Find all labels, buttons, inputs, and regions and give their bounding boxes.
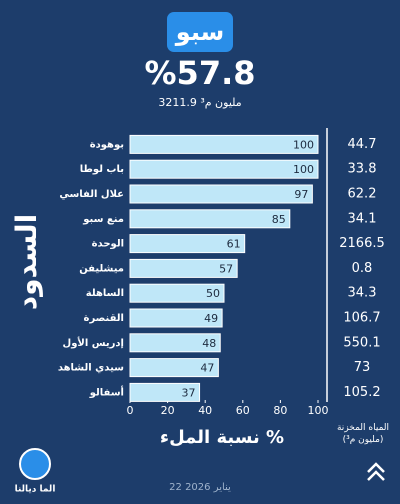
category-label: منع سبو <box>82 214 124 225</box>
category-label: سيدي الشاهد <box>58 363 124 374</box>
arrow-icon <box>367 462 385 481</box>
category-label: بوهودة <box>90 139 124 150</box>
storage-value: 105.2 <box>343 385 380 400</box>
category-label: الساهلة <box>86 288 124 299</box>
category-label: إدريس الأول <box>63 336 124 349</box>
data-label: 48 <box>202 337 216 350</box>
title-box <box>167 12 233 52</box>
data-label: 61 <box>227 238 241 251</box>
category-label: باب لوطا <box>80 164 124 175</box>
storage-value: 34.1 <box>348 211 377 226</box>
bar <box>129 382 201 402</box>
date: 22 يناير 2026 <box>169 482 231 493</box>
data-label: 85 <box>272 213 286 226</box>
x-tick-label: 80 <box>273 404 287 417</box>
storage-value: 2166.5 <box>339 236 385 251</box>
bar <box>129 209 291 229</box>
category-label: ميشليفن <box>79 263 124 274</box>
subtitle: 3211.9 مليون م³ <box>158 96 241 109</box>
bar <box>129 258 238 278</box>
storage-value: 106.7 <box>343 311 380 326</box>
chart-title: سبو <box>175 18 224 46</box>
bar <box>129 159 319 179</box>
bar <box>129 134 319 154</box>
data-label: 50 <box>206 287 220 300</box>
data-label: 100 <box>293 138 314 151</box>
data-label: 100 <box>293 163 314 176</box>
storage-value: 44.7 <box>348 137 377 152</box>
storage-value: 33.8 <box>348 162 377 177</box>
data-label: 37 <box>182 386 196 399</box>
bar <box>129 234 246 254</box>
x-tick-label: 40 <box>198 404 212 417</box>
data-label: 57 <box>219 262 233 275</box>
x-tick-label: 20 <box>161 404 175 417</box>
category-label: الوحدة <box>92 239 124 250</box>
y-axis-label: السدود <box>10 214 43 311</box>
x-axis-label: نسبة الملء % <box>160 427 284 448</box>
storage-header: المياه المخزنة (مليون م³) <box>336 423 390 445</box>
logo <box>19 448 51 480</box>
headline: %57.8 <box>144 54 255 92</box>
x-tick-label: 100 <box>308 404 329 417</box>
category-label: القنصرة <box>84 313 124 324</box>
data-label: 47 <box>200 362 214 375</box>
storage-value: 34.3 <box>348 286 377 301</box>
data-label: 97 <box>294 188 308 201</box>
storage-value: 550.1 <box>343 335 380 350</box>
storage-header-box: المياه المخزنة (مليون م³) <box>336 423 390 445</box>
storage-value: 0.8 <box>352 261 373 276</box>
bar <box>129 358 219 378</box>
x-tick-label: 60 <box>236 404 250 417</box>
category-label: أسفالو <box>89 385 124 398</box>
storage-value: 73 <box>354 360 371 375</box>
category-label: علال الفاسي <box>59 189 124 200</box>
bar <box>129 308 223 328</box>
bar <box>129 333 221 353</box>
bar <box>129 184 313 204</box>
brand: الما ديالنا <box>15 485 56 495</box>
x-tick-label: 0 <box>127 404 134 417</box>
bar <box>129 283 225 303</box>
data-label: 49 <box>204 312 218 325</box>
storage-value: 62.2 <box>348 187 377 202</box>
